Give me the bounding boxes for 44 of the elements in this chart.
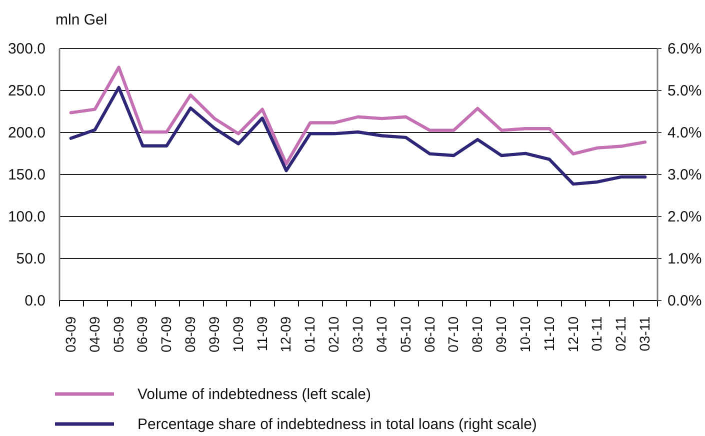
x-tick-label: 12-10 [564,316,581,352]
x-tick-label: 04-10 [373,316,390,352]
y2-tick-label: 4.0% [668,124,702,142]
legend-label: Volume of indebtedness (left scale) [138,386,371,403]
legend-label: Percentage share of indebtedness in total loans (right scale) [138,416,537,433]
y-tick-label: 200.0 [8,124,46,142]
x-tick-label: 09-10 [493,316,510,352]
x-tick-label: 07-10 [445,316,462,352]
x-tick-label: 03-11 [636,316,653,352]
y-tick-label: 100.0 [8,208,46,226]
y2-tick-label: 3.0% [668,166,702,184]
y-tick-label: 150.0 [8,166,46,184]
y2-tick-label: 2.0% [668,208,702,226]
y-tick-label: 50.0 [16,250,46,268]
x-tick-label: 11-09 [254,316,270,352]
y-axis-title: mln Gel [56,12,108,28]
line-series [69,66,647,166]
y-tick-label: 0.0 [24,292,46,310]
y-tick-label: 250.0 [8,82,46,100]
x-tick-label: 11-10 [540,316,557,352]
x-tick-label: 05-10 [397,316,414,352]
y2-tick-label: 6.0% [668,40,702,58]
y2-tick-label: 5.0% [668,82,702,100]
x-tick-label: 01-11 [588,316,605,352]
x-tick-label: 12-09 [278,316,294,352]
x-tick-label: 02-10 [326,316,342,352]
x-tick-label: 07-09 [158,316,174,352]
x-tick-label: 06-10 [421,316,438,352]
line-series [69,86,647,186]
y-tick-label: 300.0 [8,40,46,58]
y2-tick-label: 0.0% [668,292,702,310]
x-tick-label: 09-09 [206,316,222,352]
x-tick-label: 05-09 [110,316,126,352]
x-tick-label: 02-11 [612,316,629,352]
x-tick-label: 03-10 [350,316,366,352]
y2-tick-label: 1.0% [668,250,702,268]
x-tick-label: 08-09 [182,316,198,352]
x-tick-label: 06-09 [134,316,150,352]
x-tick-label: 03-09 [62,316,78,352]
x-tick-label: 10-09 [230,316,246,352]
x-tick-label: 08-10 [469,316,486,352]
x-tick-label: 04-09 [86,316,102,352]
x-tick-label: 10-10 [516,316,533,352]
x-tick-label: 01-10 [302,316,318,352]
